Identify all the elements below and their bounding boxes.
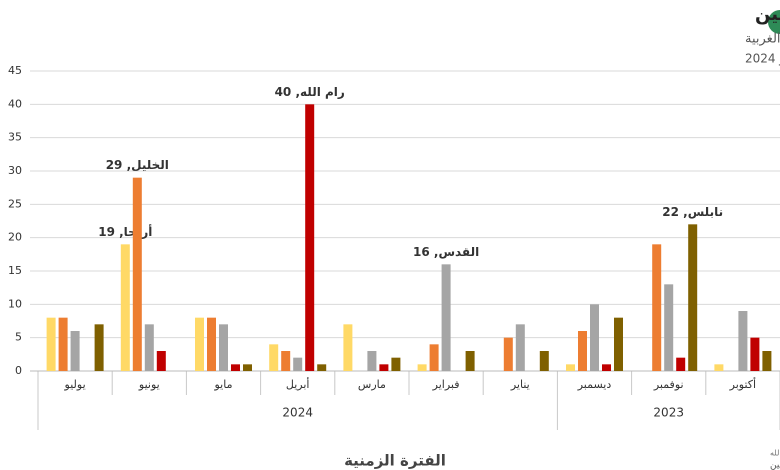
bar — [652, 244, 662, 371]
bar — [58, 317, 68, 371]
bar — [317, 364, 327, 371]
bar — [566, 364, 575, 371]
bar — [132, 177, 142, 371]
bar — [539, 351, 549, 371]
bar — [762, 351, 772, 371]
data-label: رام الله, 40 — [275, 85, 345, 100]
y-tick-label: 15 — [8, 264, 22, 277]
bar — [305, 104, 315, 371]
bar — [293, 357, 303, 371]
logo — [768, 10, 780, 34]
y-tick-label: 25 — [8, 197, 22, 210]
bar — [46, 317, 56, 371]
x-tick-label: ديسمبر — [577, 378, 612, 391]
x-tick-label: نوفمبر — [653, 378, 684, 391]
bar — [465, 351, 475, 371]
y-tick-label: 35 — [8, 131, 22, 144]
bar — [281, 351, 291, 371]
data-label: أريحا, 19 — [98, 224, 152, 239]
bar — [750, 337, 760, 371]
bar — [429, 344, 439, 371]
x-tick-label: مارس — [358, 378, 386, 391]
x-tick-label: يونيو — [138, 378, 160, 391]
bar — [738, 311, 748, 371]
y-tick-label: 40 — [8, 97, 22, 110]
chart-subtitle: عدد المنازل التي دمرتها إسرائيل في الضفة… — [745, 32, 780, 47]
x-tick-label: أكتوبر — [729, 377, 756, 391]
x-tick-label: فبراير — [432, 378, 460, 391]
x-tick-label: يناير — [510, 378, 530, 391]
bar — [417, 364, 427, 371]
x-tick-label: مايو — [214, 378, 233, 391]
y-tick-label: 20 — [8, 231, 22, 244]
bar — [156, 351, 166, 371]
bar — [714, 364, 724, 371]
bar — [343, 324, 353, 371]
y-tick-label: 0 — [15, 364, 22, 377]
data-label: القدس, 16 — [413, 245, 479, 259]
bar — [688, 224, 698, 371]
bar — [207, 317, 216, 371]
x-tick-label: أبريل — [286, 377, 310, 391]
bar — [441, 264, 451, 371]
bar — [120, 244, 130, 371]
bar — [144, 324, 154, 371]
bar — [664, 284, 674, 371]
year-label: 2024 — [282, 406, 313, 420]
bar — [195, 317, 204, 371]
bar — [70, 331, 80, 371]
date-range: 7 أكتوبر 2023 - 15 يوليو 2024 — [745, 51, 780, 67]
bar — [602, 364, 611, 371]
bar — [243, 364, 252, 371]
bar — [515, 324, 525, 371]
bar — [94, 324, 104, 371]
data-label: الخليل, 29 — [106, 158, 169, 172]
y-tick-label: 45 — [8, 64, 22, 77]
chart-title: هدم إسرائيلي لمنازل الفلسطينيين — [755, 4, 780, 25]
bar — [578, 331, 587, 371]
bar — [391, 357, 401, 371]
bar — [590, 304, 599, 371]
bar — [219, 324, 228, 371]
source: المصدر: مكتب تمثيل منظمة التعاون الإسلام… — [770, 449, 780, 459]
bar — [503, 337, 513, 371]
bar — [676, 357, 686, 371]
bar — [269, 344, 279, 371]
y-tick-label: 10 — [8, 297, 22, 310]
y-tick-label: 30 — [8, 164, 22, 177]
y-tick-label: 5 — [15, 331, 22, 344]
x-axis-title: الفترة الزمنية — [344, 452, 446, 470]
bar — [367, 351, 377, 371]
data-label: نابلس, 22 — [662, 205, 723, 219]
year-label: 2023 — [653, 406, 684, 420]
x-tick-label: يوليو — [64, 378, 86, 391]
bar — [231, 364, 240, 371]
bar — [614, 317, 623, 371]
bar — [379, 364, 389, 371]
publisher: المرصد الإعلامي لمنظمة التعاون الإسلامي … — [770, 461, 780, 470]
